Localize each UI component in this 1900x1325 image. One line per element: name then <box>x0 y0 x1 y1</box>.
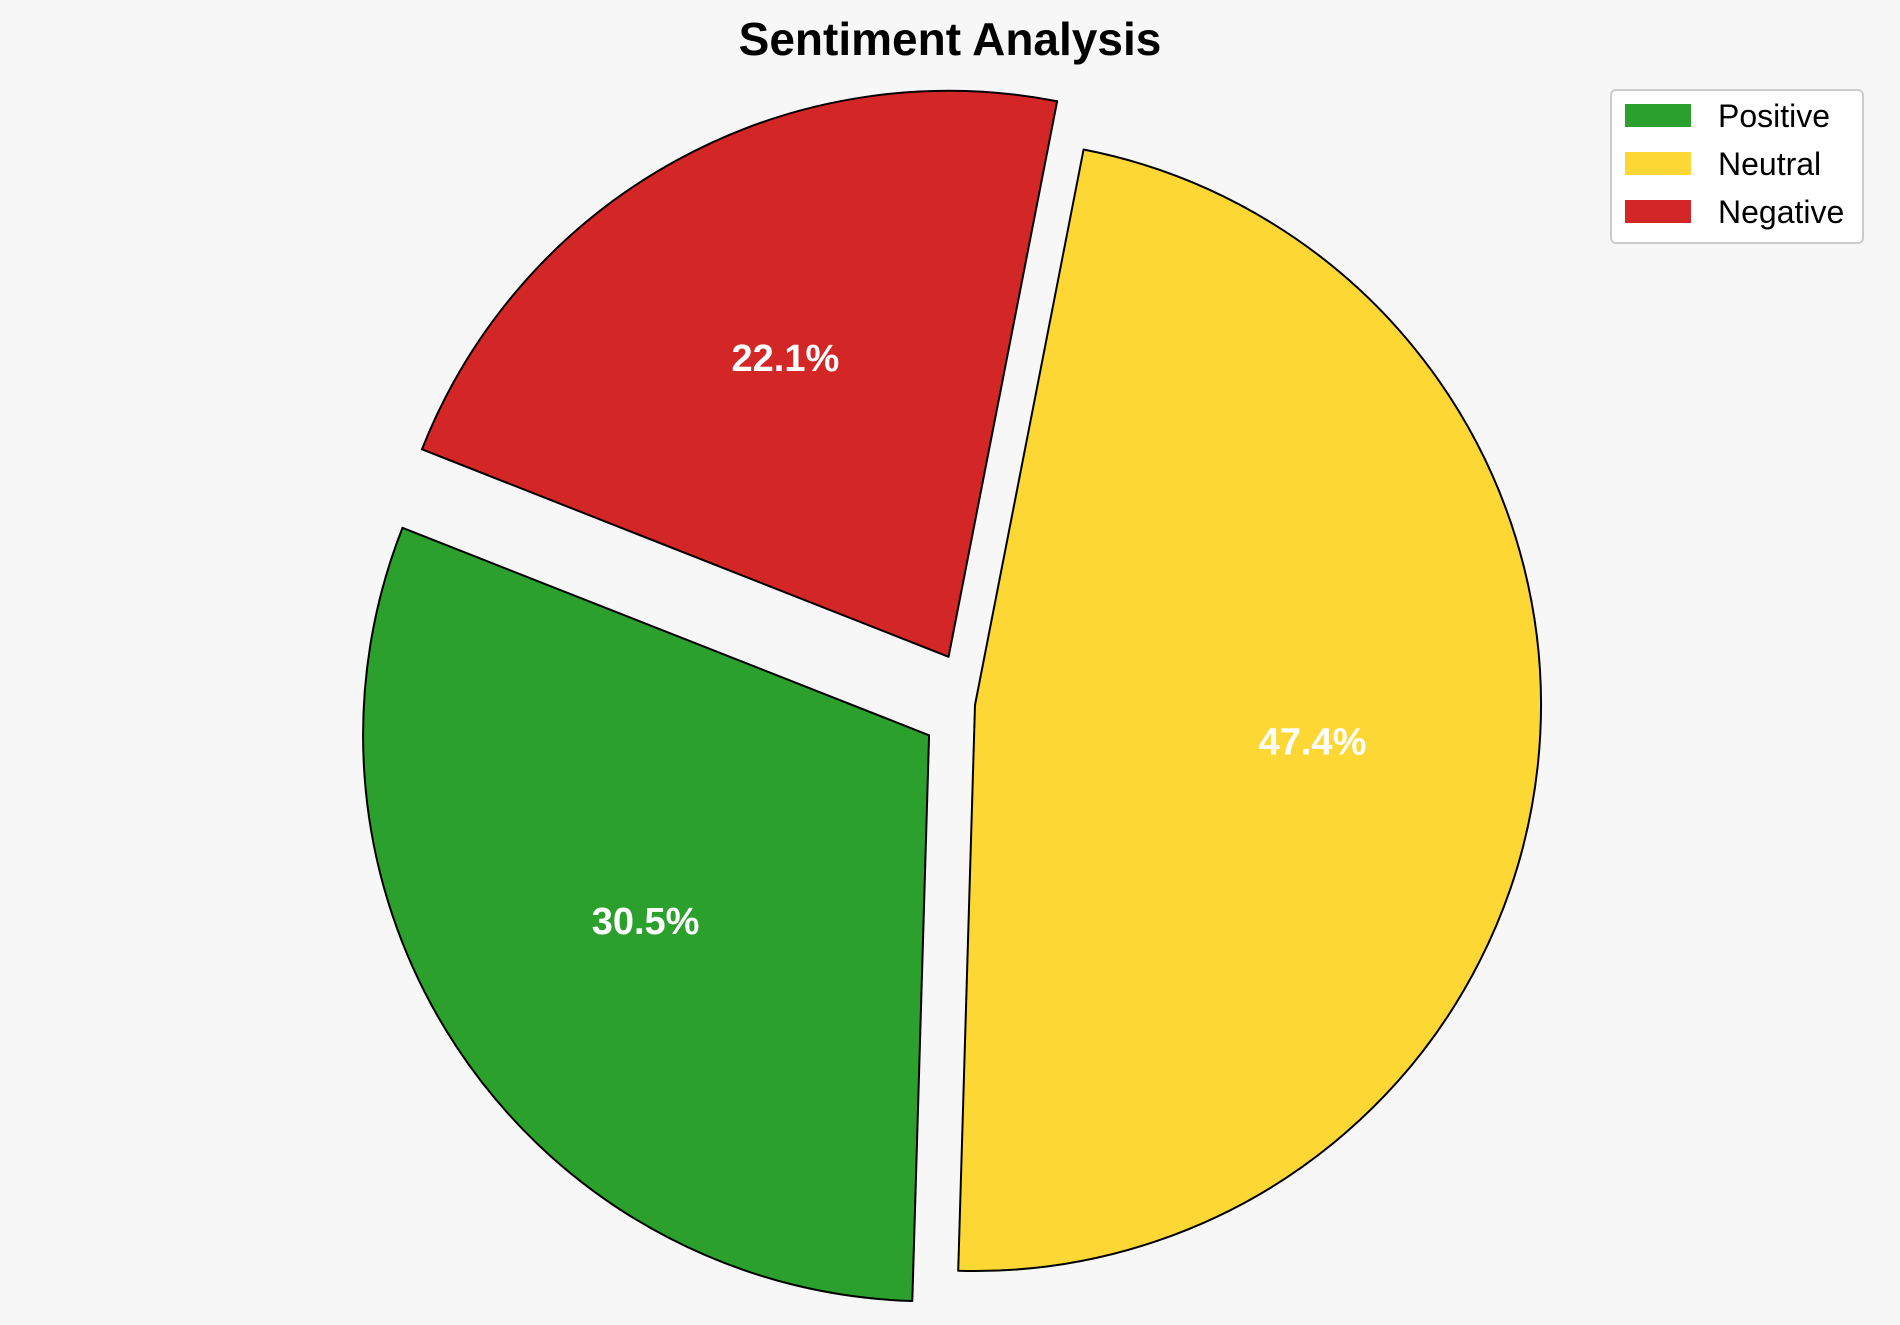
legend-swatch-positive <box>1625 104 1691 127</box>
pie-value-labels: 30.5% 47.4% 22.1% <box>592 338 1367 943</box>
legend-label-positive: Positive <box>1718 98 1830 134</box>
pie-slice-neutral <box>957 148 1542 1272</box>
legend-swatch-negative <box>1625 200 1691 223</box>
pie-label-negative: 22.1% <box>732 338 840 380</box>
pie-label-neutral: 47.4% <box>1259 722 1367 764</box>
legend: Positive Neutral Negative <box>1610 89 1864 244</box>
legend-label-negative: Negative <box>1718 194 1844 230</box>
pie-slice-positive <box>362 526 931 1303</box>
legend-label-neutral: Neutral <box>1718 146 1821 182</box>
pie-slices <box>362 89 1542 1303</box>
chart-title: Sentiment Analysis <box>739 13 1162 65</box>
pie-slice-negative <box>420 89 1059 658</box>
legend-swatch-neutral <box>1625 152 1691 175</box>
pie-label-positive: 30.5% <box>592 901 700 943</box>
